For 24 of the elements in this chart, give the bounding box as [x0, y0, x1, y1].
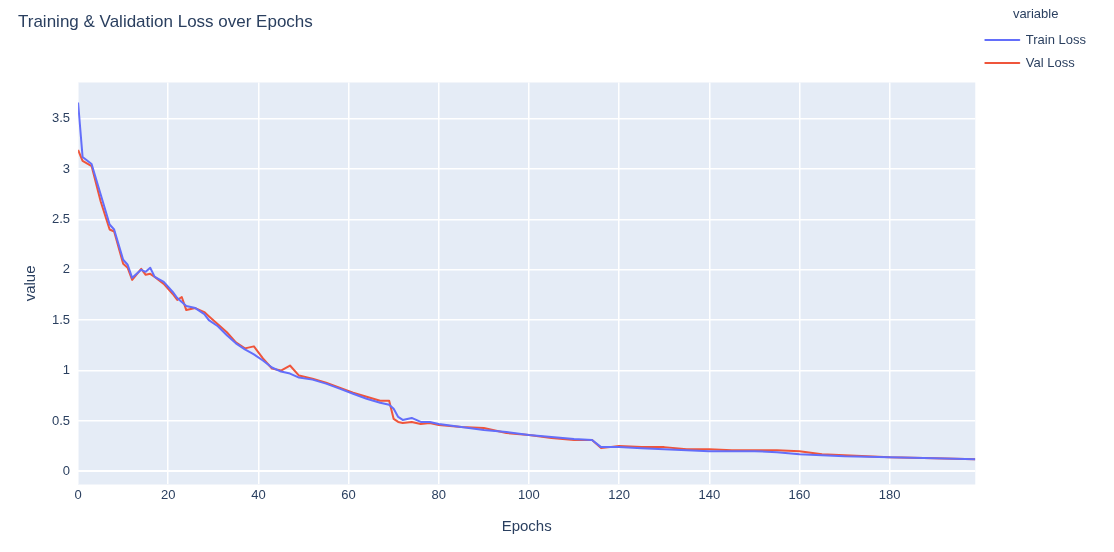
y-tick-label: 3.5: [51, 110, 71, 126]
chart-title: Training & Validation Loss over Epochs: [18, 11, 313, 31]
x-tick-label: 120: [608, 486, 630, 502]
y-tick-label: 2: [62, 261, 71, 277]
y-tick-label: 2.5: [51, 211, 71, 226]
x-tick-label: 80: [431, 486, 446, 502]
x-tick-label: 160: [788, 486, 811, 502]
legend-label: Train Loss: [1025, 31, 1087, 47]
x-tick-label: 40: [251, 486, 266, 502]
x-tick-label: 180: [878, 486, 901, 502]
x-tick-label: 140: [698, 486, 721, 502]
y-tick-label: 3: [62, 160, 71, 176]
x-tick-label: 0: [74, 486, 82, 502]
y-axis-title: value: [21, 265, 39, 302]
x-tick-label: 20: [161, 486, 176, 502]
y-tick-label: 1.5: [51, 311, 71, 327]
y-tick-label: 0: [62, 462, 71, 478]
y-tick-label: 0.5: [51, 412, 71, 428]
y-tick-label: 1: [62, 362, 71, 378]
x-tick-label: 100: [518, 486, 540, 502]
x-axis-title: Epochs: [501, 517, 552, 535]
legend-title: variable: [1012, 6, 1059, 22]
legend-label: Val Loss: [1025, 54, 1076, 70]
x-tick-label: 60: [341, 486, 356, 502]
